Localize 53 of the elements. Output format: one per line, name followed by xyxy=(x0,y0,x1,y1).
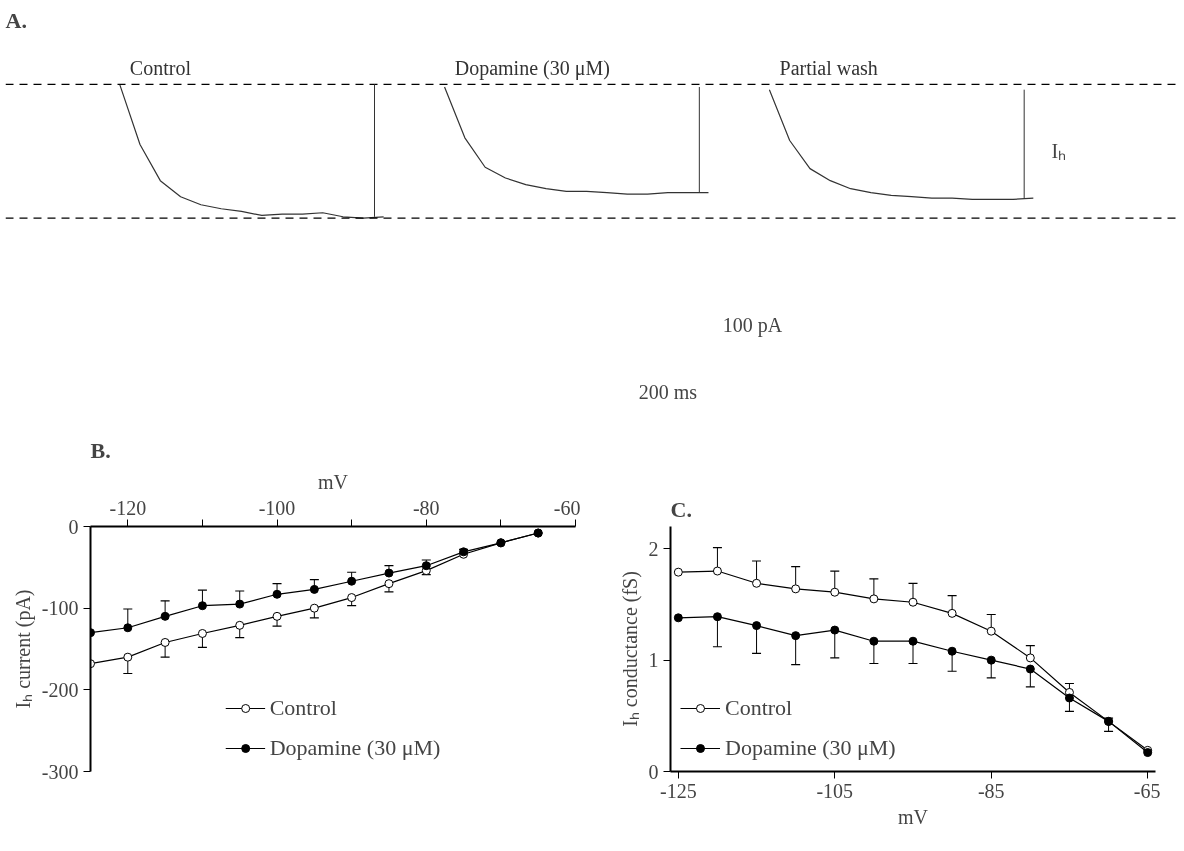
text: Iₕ xyxy=(1051,140,1067,163)
legend-label: Dopamine (30 μM) xyxy=(269,735,441,761)
x-axis-title: mV xyxy=(898,805,929,828)
x-tick-label: -100 xyxy=(258,496,296,519)
series-label: Control xyxy=(129,56,192,79)
point xyxy=(673,567,683,577)
point xyxy=(908,597,918,607)
x-tick-label: -105 xyxy=(816,779,854,802)
legend-label: Control xyxy=(269,695,337,721)
point xyxy=(869,636,879,646)
x-tick-label: -60 xyxy=(553,496,581,519)
point xyxy=(986,626,996,636)
point xyxy=(830,625,840,635)
point xyxy=(752,578,762,588)
point xyxy=(791,584,801,594)
x-axis-title: mV xyxy=(318,470,349,493)
y-tick-label: -300 xyxy=(41,760,79,783)
x-tick-label: -125 xyxy=(659,779,697,802)
text: 200 ms xyxy=(638,381,698,404)
chart-title: B. xyxy=(90,437,111,463)
point xyxy=(712,612,722,622)
y-tick-label: 2 xyxy=(648,537,659,560)
point xyxy=(830,587,840,597)
legend-label: Dopamine (30 μM) xyxy=(725,735,896,761)
x-tick-label: -65 xyxy=(1133,779,1161,802)
point xyxy=(947,608,957,618)
chart-title: C. xyxy=(670,496,692,522)
point xyxy=(712,566,722,576)
point xyxy=(1025,664,1035,674)
y-axis-title: Iₕ conductance (fS) xyxy=(618,571,642,727)
point xyxy=(908,636,918,646)
y-axis-title: Iₕ current (pA) xyxy=(11,589,35,709)
series-label: Dopamine (30 μM) xyxy=(454,56,610,80)
y-tick-label: 0 xyxy=(68,515,79,538)
point xyxy=(1025,653,1035,663)
y-tick-label: 0 xyxy=(648,760,659,783)
point xyxy=(986,655,996,665)
point xyxy=(869,594,879,604)
chart-title: A. xyxy=(5,7,27,33)
point xyxy=(752,621,762,631)
text: 100 pA xyxy=(722,314,783,338)
y-tick-label: -200 xyxy=(41,678,79,701)
series-label: Partial wash xyxy=(779,56,878,79)
x-tick-label: -85 xyxy=(977,779,1005,802)
point xyxy=(1064,693,1074,703)
point xyxy=(791,631,801,641)
x-tick-label: -120 xyxy=(109,496,147,519)
y-tick-label: -100 xyxy=(41,597,79,620)
x-tick-label: -80 xyxy=(412,496,440,519)
point xyxy=(673,613,683,623)
legend-label: Control xyxy=(725,695,793,721)
point xyxy=(947,646,957,656)
y-tick-label: 1 xyxy=(648,649,659,672)
